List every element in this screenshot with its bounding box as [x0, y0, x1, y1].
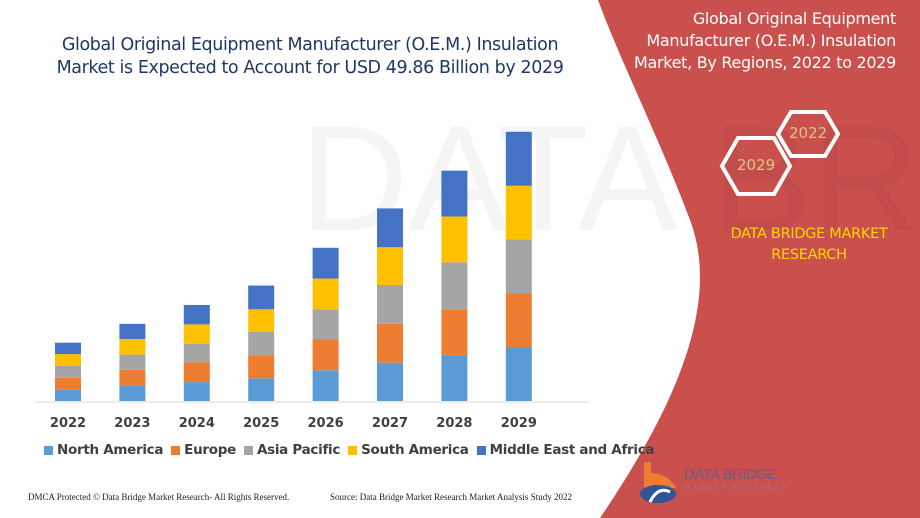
bar-2028-south-america: [441, 216, 468, 263]
bar-2025-north-america: [248, 378, 275, 401]
side-panel-title: Global Original Equipment Manufacturer (…: [633, 9, 896, 72]
legend-label: Middle East and Africa: [489, 442, 655, 458]
hex-year-2029: 2029: [737, 156, 776, 174]
legend-item: South America: [348, 442, 469, 458]
bar-2026-asia-pacific: [312, 309, 339, 340]
chart-legend: North America Europe Asia Pacific South Ame…: [44, 442, 655, 458]
bar-2027-europe: [377, 323, 403, 363]
logo-text: DATA BRIDGE: [684, 466, 778, 483]
x-tick-label: 2025: [243, 416, 279, 431]
bar-2026-middle-east-and-africa: [312, 247, 339, 279]
bar-2024-north-america: [183, 382, 210, 401]
bar-2027-asia-pacific: [377, 285, 403, 324]
bar-2022-asia-pacific: [55, 365, 81, 378]
bar-2023-middle-east-and-africa: [119, 323, 146, 339]
bar-2022-europe: [55, 377, 81, 390]
bar-2023-north-america: [119, 385, 146, 401]
chart-title: Global Original Equipment Manufacturer (…: [56, 35, 564, 78]
data-bridge-logo-icon: [640, 462, 676, 503]
x-tick-label: 2022: [50, 416, 86, 431]
legend-label: South America: [361, 442, 469, 458]
legend-swatch: [243, 445, 253, 455]
bar-2022-north-america: [55, 389, 81, 401]
x-tick-label: 2026: [308, 416, 344, 431]
bar-2028-asia-pacific: [441, 262, 468, 310]
bar-2028-europe: [441, 309, 468, 356]
bar-2023-south-america: [119, 338, 146, 355]
legend-label: Europe: [184, 442, 236, 458]
bar-2027-middle-east-and-africa: [377, 208, 403, 248]
hexagon-2022: [775, 110, 841, 158]
legend-label: Asia Pacific: [256, 442, 341, 458]
bar-2029-asia-pacific: [505, 239, 532, 294]
bar-2026-europe: [312, 339, 339, 371]
bar-2023-europe: [119, 369, 146, 386]
legend-swatch: [476, 445, 486, 455]
bar-2024-south-america: [183, 324, 210, 344]
brand-name: DATA BRIDGE MARKET RESEARCH: [730, 226, 888, 263]
legend-item: Middle East and Africa: [476, 442, 655, 458]
x-tick-label: 2023: [114, 416, 150, 431]
legend-item: Asia Pacific: [243, 442, 341, 458]
bar-2023-asia-pacific: [119, 354, 146, 370]
bar-2027-north-america: [377, 362, 403, 401]
hex-year-2022: 2022: [789, 124, 828, 142]
bar-2022-south-america: [55, 354, 81, 366]
legend-item: North America: [44, 442, 163, 458]
bar-2029-south-america: [505, 185, 532, 240]
bar-2025-asia-pacific: [248, 331, 275, 356]
legend-swatch: [44, 445, 53, 455]
bar-2024-europe: [183, 362, 210, 383]
bar-2026-south-america: [312, 278, 339, 310]
bar-2024-middle-east-and-africa: [183, 304, 210, 325]
stacked-bar-chart: 2022 2023 2024 2025 2026 2027 2028 2029: [36, 131, 588, 431]
bar-2029-north-america: [505, 347, 532, 401]
hexagon-2029: [719, 136, 793, 196]
x-tick-label: 2024: [179, 416, 215, 431]
bar-2025-europe: [248, 355, 275, 379]
bar-2025-middle-east-and-africa: [248, 285, 275, 310]
bar-2029-middle-east-and-africa: [505, 131, 532, 186]
bar-2026-north-america: [312, 370, 339, 401]
source-note: Source: Data Bridge Market Research Mark…: [330, 492, 572, 502]
bar-2027-south-america: [377, 247, 403, 286]
legend-swatch: [348, 445, 358, 455]
x-tick-label: 2027: [372, 416, 408, 431]
x-tick-label: 2029: [501, 416, 537, 431]
x-tick-label: 2028: [436, 416, 472, 431]
bar-2029-europe: [505, 293, 532, 348]
legend-swatch: [171, 445, 181, 455]
red-side-panel: [598, 0, 920, 518]
logo-subtext: MARKET RESEARCH: [685, 485, 790, 491]
bar-2024-asia-pacific: [183, 343, 210, 363]
bar-2028-north-america: [441, 355, 468, 401]
legend-item: Europe: [171, 442, 236, 458]
bar-2025-south-america: [248, 309, 275, 332]
legend-label: North America: [57, 442, 164, 458]
dmca-notice: DMCA Protected © Data Bridge Market Rese…: [28, 492, 290, 502]
bar-2022-middle-east-and-africa: [55, 342, 81, 355]
bar-2028-middle-east-and-africa: [441, 170, 468, 217]
